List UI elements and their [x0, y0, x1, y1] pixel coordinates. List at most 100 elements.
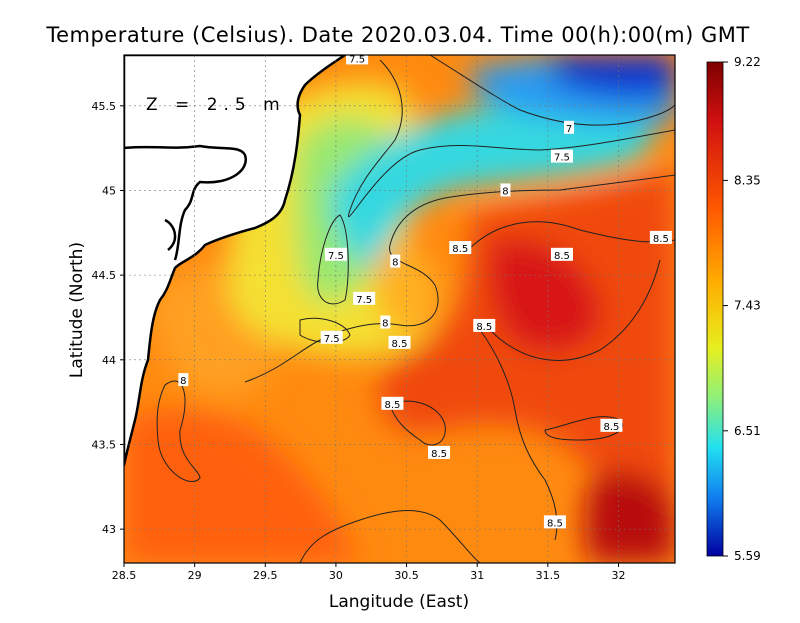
contour-8-5-center — [479, 329, 558, 541]
x-tick-label: 30.5 — [394, 569, 419, 582]
coastline-details — [124, 144, 247, 261]
colorbar-gradient — [706, 61, 724, 557]
estuary-outline — [124, 144, 247, 261]
y-axis: 43 43.5 44 44.5 45 45.5 — [92, 100, 124, 536]
contour-label: 7 — [564, 120, 575, 135]
grid-lines — [124, 55, 675, 563]
contour-label: 7.5 — [320, 330, 343, 345]
contour-label: 7.5 — [550, 149, 573, 164]
y-tick-label: 45.5 — [92, 100, 117, 113]
contour-label-bg — [390, 254, 401, 268]
x-tick-label: 31.5 — [536, 569, 561, 582]
colorbar-tick-label: 6.51 — [734, 424, 761, 438]
contour-label: 8.5 — [473, 318, 496, 333]
contour-label-bg — [564, 120, 575, 134]
inner-warm-patch — [374, 247, 440, 334]
contour-label: 7.5 — [346, 54, 369, 65]
northeast-coldest-region — [550, 55, 675, 97]
y-tick-label: 44.5 — [92, 269, 117, 282]
contour-label-bg — [500, 183, 511, 197]
contour-label: 8 — [500, 183, 511, 197]
x-tick-label: 28.5 — [112, 569, 137, 582]
y-axis-label: Latitude (North) — [67, 242, 87, 378]
x-tick-label: 29 — [188, 569, 202, 582]
contour-label-text: 8.5 — [547, 518, 563, 529]
contour-label: 8.5 — [550, 247, 573, 262]
contour-label-bg — [550, 247, 573, 261]
contour-label: 8 — [390, 254, 401, 269]
contour-label: 8.5 — [388, 335, 411, 350]
hot-spot-region — [489, 239, 602, 353]
lagoon-outline — [164, 218, 177, 251]
y-tick-label: 44 — [102, 354, 116, 367]
contour-label: 8.5 — [649, 230, 672, 245]
contour-label-text: 7.5 — [349, 54, 365, 65]
contour-label-bg — [388, 335, 411, 349]
contour-label-bg — [649, 230, 672, 244]
contour-label-text: 8.5 — [452, 244, 468, 255]
x-axis: 28.5 29 29.5 30 30.5 31 31.5 32 — [112, 563, 625, 582]
contour-label-text: 8.5 — [431, 449, 447, 460]
contour-label-bg — [320, 330, 343, 344]
contour-label-bg — [178, 373, 189, 387]
contour-label-text: 8 — [382, 319, 388, 330]
colorbar-tick-label: 8.35 — [734, 173, 761, 187]
contour-label-bg — [353, 291, 376, 305]
contour-label: 8.5 — [600, 418, 623, 433]
contour-label-bg — [543, 515, 566, 529]
contour-8-5-ring — [489, 259, 661, 361]
y-tick-label: 43.5 — [92, 438, 117, 451]
contour-label: 8.5 — [428, 445, 451, 460]
contour-label: 8 — [178, 373, 189, 387]
x-tick-label: 31 — [470, 569, 484, 582]
south-coast-warm-region — [124, 409, 360, 563]
contour-label-text: 7.5 — [324, 334, 340, 345]
contour-7-5-north — [348, 59, 675, 218]
colorbar: 9.22 8.35 7.43 6.51 5.59 — [706, 55, 761, 563]
contour-label-text: 7.5 — [356, 295, 372, 306]
contour-label-text: 8.5 — [554, 251, 570, 262]
contour-label: 8.5 — [543, 515, 566, 529]
contour-label-text: 8.5 — [392, 339, 408, 350]
contour-label-text: 7 — [566, 124, 572, 135]
contour-label-bg — [449, 241, 472, 255]
contour-label: 7.5 — [324, 247, 347, 262]
contour-label-bg — [324, 247, 347, 261]
contour-label-bg — [380, 315, 391, 329]
contour-label-text: 8.5 — [384, 400, 400, 411]
depth-label: Z = 2.5 m — [146, 95, 286, 115]
contour-label-bg — [473, 318, 496, 332]
contour-label-text: 8 — [502, 186, 508, 197]
contour-label: 7.5 — [353, 291, 376, 306]
plot-area: 7.5 7 7.5 8 8.5 8.5 8.5 7.5 8 7.5 8 8.5 7.5 8.5 8 8.5 8.… — [124, 54, 675, 563]
contour-label-text: 8.5 — [603, 422, 619, 433]
contour-label: 8.5 — [449, 241, 472, 255]
contour-8-5-east — [469, 221, 675, 249]
colorbar-tick-label: 7.43 — [734, 299, 761, 313]
contour-label-text: 8 — [180, 376, 186, 387]
contour-label-bg — [600, 418, 623, 432]
x-axis-label: Langitude (East) — [329, 592, 469, 612]
y-tick-label: 43 — [102, 523, 116, 536]
contour-label: 8.5 — [381, 396, 404, 411]
x-tick-label: 30 — [329, 569, 343, 582]
contour-label-text: 8.5 — [476, 322, 492, 333]
contour-7-5-loop — [317, 214, 349, 305]
colorbar-ticks: 9.22 8.35 7.43 6.51 5.59 — [723, 55, 761, 563]
contour-labels: 7.5 7 7.5 8 8.5 8.5 8.5 7.5 8 7.5 8 8.5 7.5 8.5 8 8.5 8.… — [178, 54, 672, 529]
y-tick-label: 45 — [102, 184, 116, 197]
contour-label-bg — [346, 55, 369, 65]
contour-8-south — [299, 510, 481, 563]
x-tick-label: 32 — [611, 569, 625, 582]
contour-label: 8 — [380, 315, 391, 330]
contour-label-text: 7.5 — [328, 251, 344, 262]
land-coastline — [124, 55, 347, 467]
contour-7-5-south — [299, 317, 351, 343]
plot-frame — [123, 54, 676, 564]
contour-label-text: 8 — [392, 258, 398, 269]
chart-title: Temperature (Celsius). Date 2020.03.04. … — [45, 23, 749, 47]
contour-label-bg — [428, 445, 451, 459]
contour-8-west — [156, 380, 201, 483]
x-tick-label: 29.5 — [253, 569, 278, 582]
